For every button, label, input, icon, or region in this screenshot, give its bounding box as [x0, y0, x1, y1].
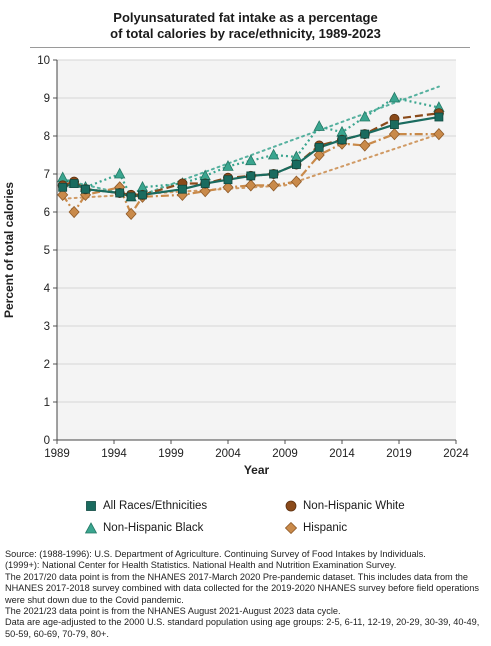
source-line-4: The 2021/23 data point is from the NHANE…: [5, 606, 341, 617]
y-tick-label: 1: [44, 397, 50, 409]
data-point-square: [69, 179, 79, 188]
title-line-2: of total calories by race/ethnicity, 198…: [110, 26, 381, 41]
y-tick-label: 0: [44, 435, 50, 447]
source-line-3: The 2017/20 data point is from the NHANE…: [5, 571, 479, 605]
data-point-square: [177, 184, 187, 194]
circle-marker-icon: [285, 500, 297, 512]
source-line-2: (1999+): National Center for Health Stat…: [5, 560, 397, 571]
data-point-diamond: [290, 175, 302, 188]
x-tick-label: 2024: [443, 448, 469, 460]
source-line-5: Data are age-adjusted to the 2000 U.S. s…: [5, 617, 480, 639]
legend-label: Non-Hispanic White: [303, 500, 405, 512]
y-tick-label: 5: [44, 245, 50, 257]
legend-label: Non-Hispanic Black: [103, 522, 204, 534]
y-tick-label: 8: [44, 131, 50, 143]
data-point-triangle: [313, 120, 325, 131]
source-line-1: Source: (1988-1996): U.S. Department of …: [5, 549, 426, 559]
data-point-square: [126, 192, 136, 202]
legend-label: Hispanic: [303, 522, 348, 534]
y-tick-label: 9: [44, 93, 50, 105]
legend-item-all-races: All Races/Ethnicities: [85, 500, 207, 512]
square-marker-icon: [86, 501, 96, 511]
legend-item-non-hispanic-black: Non-Hispanic Black: [85, 522, 203, 534]
data-point-square: [81, 184, 90, 194]
y-tick-label: 10: [37, 55, 50, 67]
y-axis-label: Percent of total calories: [2, 182, 16, 318]
data-point-square: [223, 175, 233, 185]
data-point-square: [269, 169, 279, 179]
data-point-diamond: [388, 128, 400, 141]
data-point-square: [337, 135, 347, 145]
data-point-diamond: [199, 185, 211, 198]
data-point-square: [200, 179, 210, 188]
data-point-diamond: [245, 179, 257, 192]
data-point-diamond: [268, 179, 280, 192]
y-tick-label: 2: [44, 359, 50, 371]
data-point-diamond: [68, 205, 80, 219]
x-tick-label: 2014: [329, 448, 355, 460]
data-point-triangle: [222, 160, 234, 171]
chart-area: 0 1 2 3 4 5 6 7 8 9 10 1989 1994 1999 2004 2009 2014 2019…: [2, 55, 469, 477]
x-tick-label: 2009: [272, 448, 298, 460]
data-point-diamond: [222, 181, 234, 194]
data-point-triangle: [388, 91, 401, 103]
data-point-square: [360, 129, 370, 139]
data-point-square: [434, 112, 444, 122]
data-point-triangle: [267, 148, 280, 160]
data-point-diamond: [433, 128, 445, 141]
x-axis-label: Year: [244, 463, 270, 477]
x-tick-label: 1989: [44, 448, 70, 460]
data-point-triangle: [245, 154, 257, 166]
diamond-marker-icon: [285, 522, 297, 534]
data-point-square: [390, 120, 399, 129]
y-tick-label: 6: [44, 207, 50, 219]
data-point-square: [138, 190, 147, 200]
chart-title: Polyunsaturated fat intake as a percenta…: [0, 10, 491, 42]
y-tick-label: 4: [44, 283, 51, 295]
x-tick-label: 1999: [158, 448, 184, 460]
legend: All Races/Ethnicities Non-Hispanic White…: [0, 494, 491, 544]
x-tick-label: 2019: [386, 448, 412, 460]
data-point-diamond: [313, 148, 325, 162]
data-point-square: [115, 188, 125, 198]
source-notes: Source: (1988-1996): U.S. Department of …: [5, 549, 487, 640]
data-point-triangle: [359, 110, 371, 122]
data-point-square: [246, 171, 256, 181]
y-tick-label: 7: [44, 169, 50, 181]
data-point-square: [291, 160, 301, 169]
title-divider: [30, 47, 470, 48]
legend-label: All Races/Ethnicities: [103, 500, 208, 512]
y-tick-label: 3: [44, 321, 50, 333]
data-point-square: [314, 143, 324, 152]
data-point-square: [58, 182, 68, 192]
data-point-diamond: [125, 207, 137, 220]
x-tick-label: 1994: [101, 448, 127, 460]
data-point-diamond: [359, 139, 371, 152]
legend-item-hispanic: Hispanic: [285, 522, 347, 534]
title-line-1: Polyunsaturated fat intake as a percenta…: [113, 10, 378, 25]
data-point-triangle: [114, 167, 126, 179]
x-tick-label: 2004: [215, 448, 241, 460]
legend-item-non-hispanic-white: Non-Hispanic White: [285, 500, 405, 512]
data-point-diamond: [57, 188, 69, 201]
triangle-marker-icon: [85, 522, 97, 534]
